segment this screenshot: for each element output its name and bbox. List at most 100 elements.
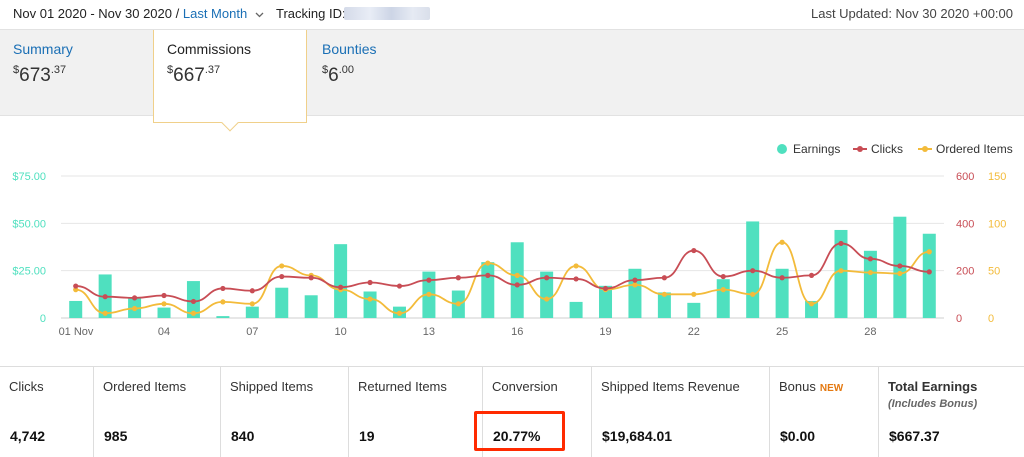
tab-commissions[interactable]: Commissions $667.37 — [153, 30, 307, 132]
summary-tabs: Summary $673.37 Commissions $667.37 Boun… — [0, 29, 1024, 132]
y-tick-label-ordered: 50 — [988, 266, 1000, 278]
earnings-bar — [216, 316, 230, 318]
ordered-items-point — [455, 301, 461, 307]
clicks-point — [514, 282, 520, 288]
clicks-point — [897, 263, 903, 269]
earnings-bar — [863, 250, 877, 318]
stat-label: Shipped Items Revenue — [601, 379, 740, 394]
stats-row: Clicks 4,742 Ordered Items 985 Shipped I… — [0, 366, 1024, 457]
x-tick-label: 10 — [334, 326, 346, 338]
legend-swatch-earnings — [777, 144, 787, 154]
new-badge: NEW — [819, 383, 844, 394]
y-tick-label-left: $25.00 — [12, 266, 46, 278]
earnings-bar — [510, 242, 524, 318]
x-tick-label: 16 — [511, 326, 523, 338]
earnings-bar — [805, 300, 819, 318]
stat-value: 4,742 — [10, 428, 46, 444]
stat-total-earnings: Total Earnings (Includes Bonus) $667.37 — [879, 367, 1024, 457]
clicks-point — [720, 273, 726, 280]
stat-label: Clicks — [9, 379, 44, 394]
stat-label: Shipped Items — [230, 379, 314, 394]
tab-commissions-label: Commissions — [167, 41, 252, 57]
y-tick-label-left: 0 — [40, 313, 46, 325]
x-tick-label: 22 — [688, 326, 700, 338]
summary-amount: $673.37 — [13, 64, 67, 86]
clicks-point — [279, 273, 285, 280]
x-tick-label: 25 — [776, 326, 788, 338]
earnings-bar — [245, 306, 259, 318]
report-header: Nov 01 2020 - Nov 30 2020 / Last Month T… — [0, 0, 1024, 28]
clicks-point — [602, 285, 609, 292]
clicks-point — [485, 272, 491, 278]
stat-bonus: Bonus NEW $0.00 — [770, 367, 879, 457]
earnings-bar — [775, 268, 789, 318]
clicks-point — [455, 275, 461, 281]
tracking-id-dropdown[interactable] — [344, 7, 430, 20]
stat-shipped-items: Shipped Items 840 — [221, 367, 349, 457]
x-tick-label: 28 — [864, 326, 876, 338]
ordered-items-point — [367, 296, 373, 302]
earnings-bar — [834, 229, 848, 318]
ordered-items-point — [838, 268, 844, 274]
earnings-bar — [363, 291, 377, 318]
commissions-amount: $667.37 — [167, 64, 221, 86]
clicks-point — [73, 283, 79, 289]
clicks-point — [220, 285, 226, 292]
stat-value: 840 — [231, 428, 255, 444]
ordered-items-point — [750, 291, 756, 297]
earnings-chart: 0 0 0 $25.00 200 50 $50.00 400 100 $75.00 600 150 01… — [0, 120, 1024, 366]
ordered-items-point — [220, 299, 226, 305]
earnings-bar — [599, 285, 613, 318]
ordered-items-point — [131, 305, 138, 312]
stat-value: $19,684.01 — [602, 428, 673, 444]
clicks-point — [632, 277, 638, 283]
tab-bounties[interactable]: Bounties $6.00 — [309, 30, 463, 117]
clicks-point — [190, 298, 197, 305]
ordered-items-point — [808, 301, 815, 307]
legend-label: Clicks — [871, 142, 903, 156]
clicks-point — [396, 283, 403, 289]
x-tick-label: 19 — [599, 326, 611, 338]
tab-summary-label: Summary — [13, 41, 73, 57]
ordered-items-point — [396, 310, 403, 316]
stat-label: Bonus NEW — [779, 379, 844, 394]
earnings-bar — [540, 271, 554, 318]
clicks-point — [308, 275, 314, 281]
tracking-id-label: Tracking ID: — [276, 6, 346, 21]
x-tick-label: 13 — [423, 326, 435, 338]
stat-label: Returned Items — [358, 379, 447, 394]
stat-conversion: Conversion 20.77% — [483, 367, 592, 457]
y-tick-label-left: $50.00 — [12, 218, 46, 230]
ordered-items-point — [926, 249, 932, 255]
ordered-items-point — [720, 287, 726, 293]
stat-label: Conversion — [492, 379, 558, 394]
clicks-point — [750, 268, 756, 274]
tab-summary[interactable]: Summary $673.37 — [0, 30, 154, 117]
earnings-bar — [922, 233, 936, 318]
stat-label: Total Earnings — [888, 379, 978, 394]
ordered-items-point — [426, 291, 432, 297]
stat-value: 985 — [104, 428, 128, 444]
clicks-point — [867, 256, 874, 262]
earnings-bar — [304, 295, 318, 318]
range-dropdown[interactable]: Last Month — [182, 6, 248, 21]
earnings-bar — [628, 268, 642, 318]
chart-svg: 0 0 0 $25.00 200 50 $50.00 400 100 $75.00 600 150 01… — [12, 142, 1012, 338]
chevron-down-icon[interactable] — [255, 10, 265, 21]
stat-clicks: Clicks 4,742 — [0, 367, 94, 457]
legend-swatch-dot — [857, 146, 863, 152]
stat-value: $0.00 — [780, 428, 816, 444]
clicks-line — [75, 242, 930, 303]
earnings-bar — [657, 292, 671, 318]
y-tick-label-clicks: 400 — [956, 218, 974, 230]
stat-value: 19 — [359, 428, 375, 444]
ordered-items-point — [661, 291, 667, 297]
y-tick-label-ordered: 150 — [988, 171, 1006, 183]
stat-returned-items: Returned Items 19 — [349, 367, 483, 457]
x-tick-label: 01 Nov — [59, 326, 94, 338]
stat-sublabel: (Includes Bonus) — [888, 398, 978, 410]
earnings-bar — [716, 279, 730, 318]
last-updated: Last Updated: Nov 30 2020 +00:00 — [810, 6, 1013, 21]
ordered-items-point — [249, 301, 255, 307]
y-tick-label-clicks: 600 — [956, 171, 974, 183]
